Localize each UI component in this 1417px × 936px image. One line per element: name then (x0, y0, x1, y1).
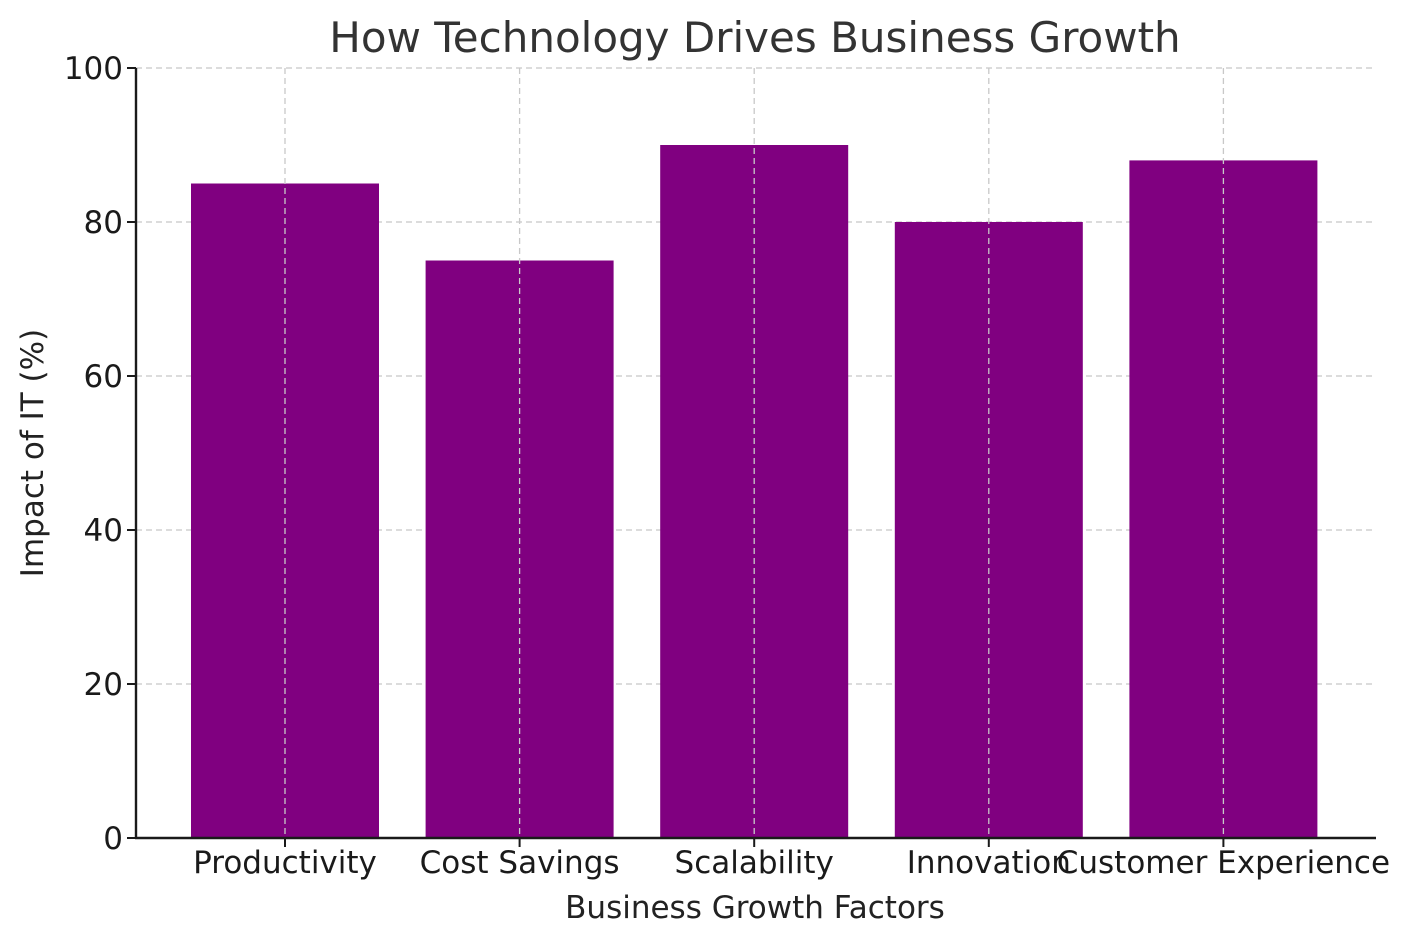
x-axis-label: Business Growth Factors (565, 890, 945, 926)
y-axis-label: Impact of IT (%) (15, 329, 51, 577)
y-tick-label: 40 (84, 513, 123, 549)
y-tick-label: 60 (84, 359, 123, 395)
x-tick-label: Innovation (907, 845, 1071, 881)
x-axis-ticks: Productivity Cost Savings Scalability Innov… (193, 838, 1390, 881)
x-tick-label: Customer Experience (1057, 845, 1390, 881)
chart-title: How Technology Drives Business Growth (329, 13, 1180, 62)
y-tick-label: 0 (103, 821, 123, 857)
y-tick-label: 80 (84, 205, 123, 241)
y-tick-label: 20 (84, 667, 123, 703)
y-axis-ticks: 0 20 40 60 80 100 (64, 51, 136, 857)
y-tick-label: 100 (64, 51, 123, 87)
x-tick-label: Cost Savings (420, 845, 620, 881)
vertical-grid-layer (284, 68, 1225, 838)
x-tick-label: Scalability (675, 845, 834, 881)
x-tick-label: Productivity (193, 845, 377, 881)
